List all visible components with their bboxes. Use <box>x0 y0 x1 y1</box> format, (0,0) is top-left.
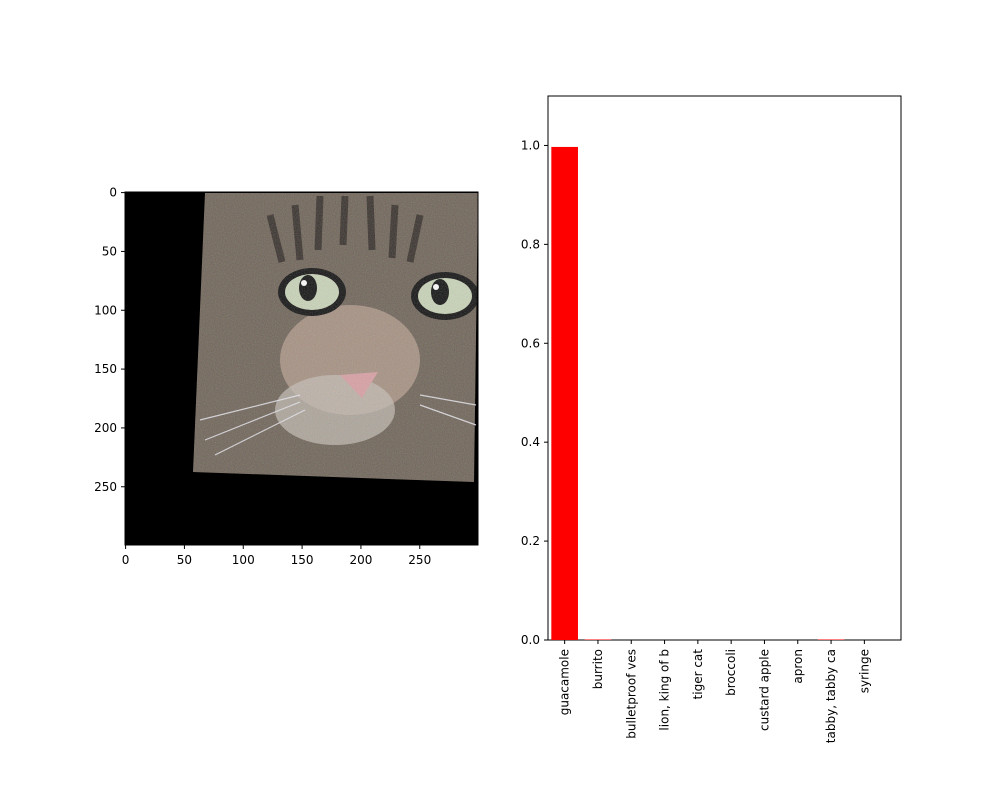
x-tick-label: bulletproof ves <box>624 649 638 739</box>
bars <box>551 146 845 641</box>
image-x-tick-label: 100 <box>232 553 255 567</box>
y-tick-label: 0.4 <box>521 435 540 449</box>
image-x-tick-label: 0 <box>122 553 130 567</box>
y-tick-label: 1.0 <box>521 138 540 152</box>
x-tick-label: guacamole <box>558 649 572 715</box>
bar <box>551 146 578 641</box>
x-tick-label: custard apple <box>757 649 771 731</box>
image-axes: 0 50 100 150 200 250 0 50 100 150 200 250 <box>94 186 479 567</box>
image-y-tick-label: 50 <box>102 244 117 258</box>
y-tick-label: 0.6 <box>521 336 540 350</box>
x-tick-label: tiger cat <box>691 649 705 700</box>
image-frame <box>124 191 479 546</box>
y-tick-label: 0.0 <box>521 633 540 647</box>
image-y-tick-label: 250 <box>94 480 117 494</box>
image-y-tick-label: 0 <box>109 186 117 200</box>
image-y-tick-label: 150 <box>94 362 117 376</box>
chart-frame <box>547 95 902 641</box>
image-x-tick-label: 50 <box>177 553 192 567</box>
image-x-tick-label: 200 <box>349 553 372 567</box>
bar-chart-axes: 0.0 0.2 0.4 0.6 0.8 1.0 guacamole burrito bulle… <box>521 95 902 743</box>
x-tick-label: burrito <box>591 649 605 689</box>
x-tick-label: tabby, tabby ca <box>824 649 838 743</box>
x-tick-label: syringe <box>857 649 871 693</box>
image-y-tick-label: 100 <box>94 303 117 317</box>
x-tick-label: apron <box>791 649 805 684</box>
noise-overlay <box>193 193 478 482</box>
image-x-tick-label: 150 <box>291 553 314 567</box>
cat-image <box>193 193 478 482</box>
image-y-ticks: 0 50 100 150 200 250 <box>94 186 125 494</box>
image-y-tick-label: 200 <box>94 421 117 435</box>
chart-x-ticks: guacamole burrito bulletproof ves lion, kin… <box>558 640 871 743</box>
chart-y-ticks: 0.0 0.2 0.4 0.6 0.8 1.0 <box>521 138 548 647</box>
image-x-ticks: 0 50 100 150 200 250 <box>122 545 431 567</box>
y-tick-label: 0.8 <box>521 237 540 251</box>
y-tick-label: 0.2 <box>521 534 540 548</box>
x-tick-label: lion, king of b <box>658 649 672 731</box>
x-tick-label: broccoli <box>724 649 738 696</box>
image-x-tick-label: 250 <box>408 553 431 567</box>
